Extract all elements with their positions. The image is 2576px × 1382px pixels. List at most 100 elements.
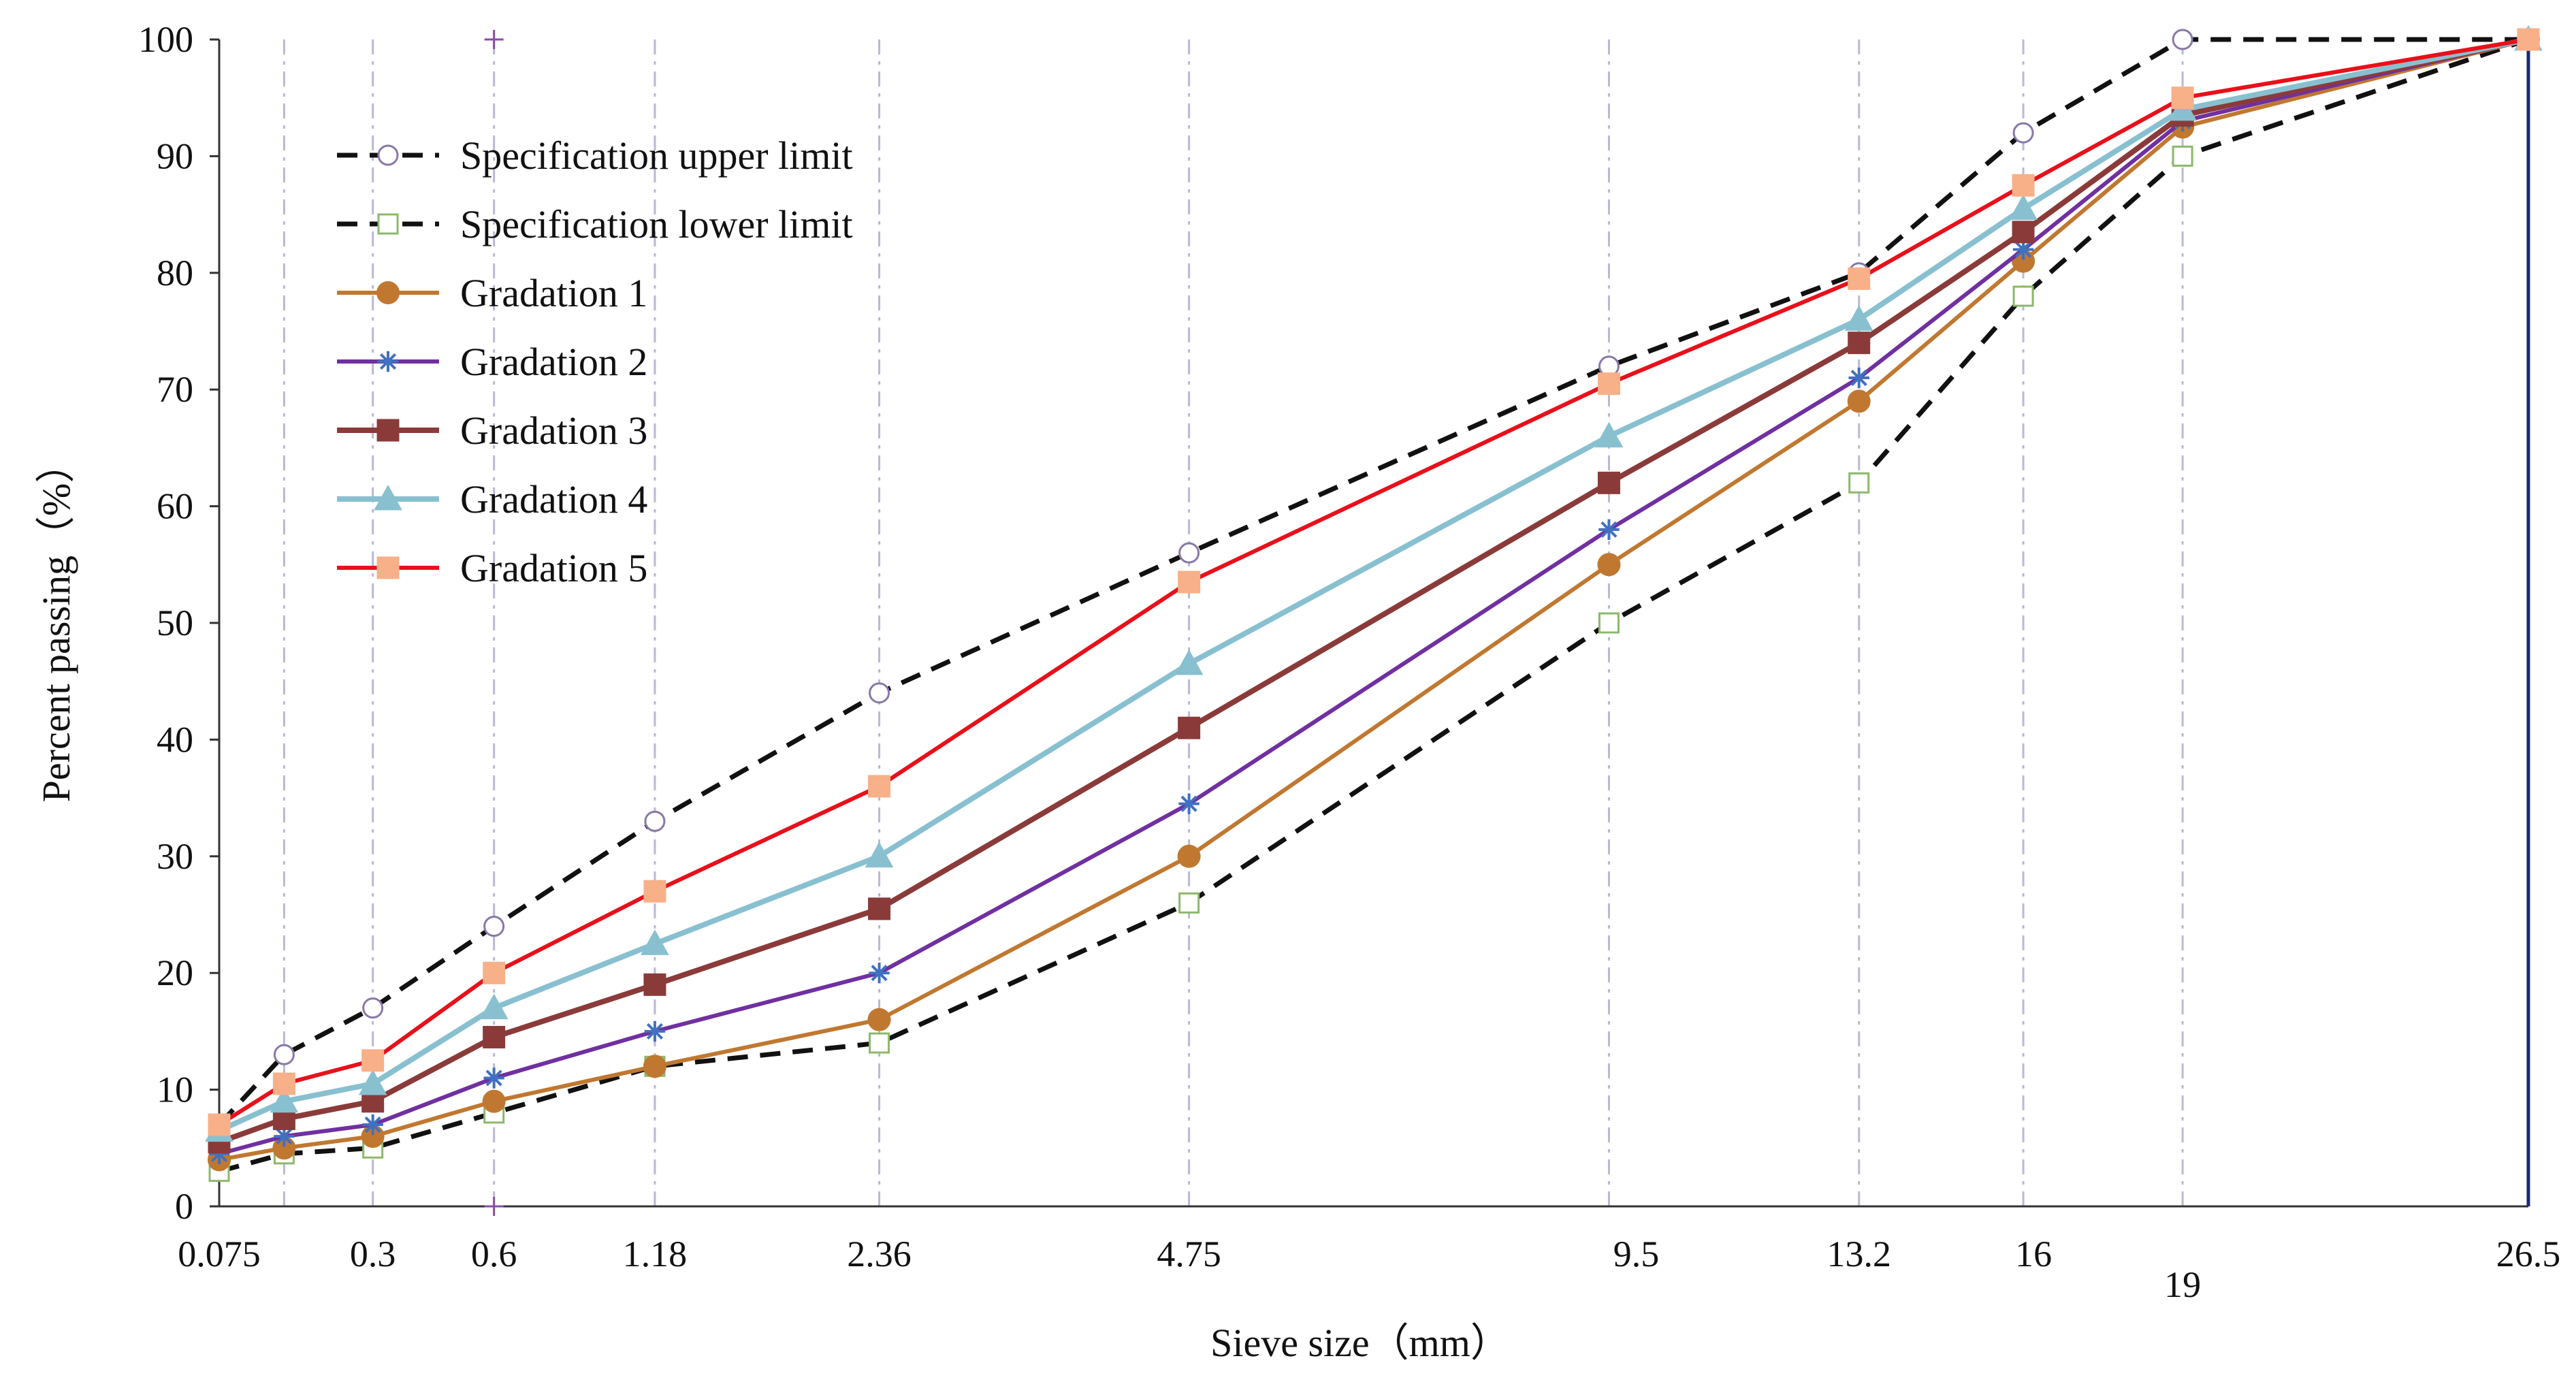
y-tick-label: 70 (157, 369, 193, 410)
data-point (1178, 716, 1201, 739)
data-point (2517, 28, 2540, 51)
legend-label: Specification upper limit (460, 133, 853, 178)
legend-label: Gradation 3 (460, 408, 647, 453)
y-tick-label: 80 (157, 253, 193, 293)
data-point (482, 1089, 506, 1113)
series-line (218, 37, 2529, 1145)
data-point (1844, 305, 1873, 331)
x-tick-label: 13.2 (1826, 1234, 1891, 1274)
y-tick-label: 0 (175, 1186, 193, 1227)
x-tick-label: 4.75 (1157, 1234, 1221, 1274)
data-point (479, 993, 509, 1020)
data-point (361, 1049, 385, 1072)
legend-swatch-marker (376, 281, 400, 304)
data-point (865, 841, 894, 868)
series-gradation-1 (208, 28, 2540, 1172)
legend-item: Specification upper limit (337, 133, 853, 178)
legend-swatch-marker (376, 419, 400, 442)
data-point (1848, 267, 1871, 290)
data-point (867, 1008, 891, 1031)
y-tick-label: 40 (157, 719, 193, 760)
data-point (2012, 285, 2034, 307)
data-point (483, 961, 506, 984)
series-line (219, 37, 2530, 1174)
data-point (1848, 367, 1869, 389)
y-axis-title: Percent passing（%） (34, 444, 78, 803)
data-point (1847, 389, 1871, 413)
series-gradation-2 (208, 29, 2539, 1165)
data-point (2012, 174, 2035, 197)
data-point (2172, 29, 2193, 50)
data-point (483, 916, 505, 937)
x-tick-label: 0.075 (178, 1234, 261, 1274)
series-line (218, 37, 2529, 1127)
data-point (869, 682, 890, 704)
data-point (270, 1087, 299, 1113)
legend-item: Gradation 1 (337, 271, 647, 315)
data-point (1597, 471, 1620, 494)
data-point (643, 880, 666, 903)
data-point (644, 1021, 666, 1042)
y-tick-label: 60 (157, 486, 193, 527)
x-tick-label: 16 (2015, 1234, 2052, 1274)
legend-label: Specification lower limit (460, 202, 853, 246)
y-tick-label: 20 (157, 952, 193, 993)
x-tick-label: 0.6 (471, 1234, 517, 1274)
data-point (869, 963, 890, 984)
legend-swatch-marker (377, 213, 399, 235)
data-point (644, 810, 666, 832)
legend-item: Specification lower limit (337, 202, 853, 246)
y-tick-label: 90 (157, 135, 193, 176)
legend-swatch-marker (377, 144, 399, 166)
series-line (218, 37, 2529, 1134)
legend-swatch-marker (376, 556, 400, 579)
legend-label: Gradation 1 (460, 271, 647, 315)
x-tick-label: 19 (2164, 1264, 2201, 1305)
data-point (868, 897, 891, 920)
data-point (483, 1025, 506, 1048)
data-point (272, 1072, 295, 1095)
y-tick-label: 100 (138, 19, 193, 60)
data-point (273, 1044, 295, 1065)
axes-layer: 0 10 20 30 40 50 60 70 80 90 100 0.075 0.3 0.6 1.18 2.3… (138, 19, 2560, 1305)
data-point (1598, 519, 1620, 541)
x-tick-label: 1.18 (623, 1234, 688, 1274)
x-tick-label: 0.3 (350, 1234, 396, 1274)
data-point (1178, 793, 1200, 814)
legend-label: Gradation 4 (460, 477, 647, 521)
data-point (2172, 145, 2193, 167)
y-tick-label: 50 (157, 602, 193, 643)
data-point (1178, 571, 1201, 594)
legend-item: Gradation 2 (337, 340, 647, 384)
data-point (2012, 221, 2035, 244)
data-point (274, 1125, 295, 1147)
data-point (1178, 892, 1200, 914)
legend-label: Gradation 5 (460, 546, 647, 590)
data-point (869, 1032, 890, 1054)
data-point (208, 1113, 231, 1136)
data-point (643, 973, 666, 996)
data-point (1174, 649, 1204, 675)
data-point (2171, 86, 2194, 110)
y-tick-label: 30 (157, 836, 193, 877)
data-point (362, 1114, 383, 1136)
grid-layer (218, 39, 2184, 1206)
data-point (868, 775, 891, 798)
series-layer (205, 25, 2543, 1183)
x-tick-label: 2.36 (847, 1234, 912, 1274)
data-point (1177, 844, 1201, 868)
data-point (1597, 372, 1620, 396)
data-point (362, 997, 384, 1019)
x-axis-title: Sieve size（mm） (1210, 1321, 1510, 1365)
series-line (219, 37, 2529, 1162)
data-point (641, 929, 669, 955)
x-tick-label: 26.5 (2496, 1234, 2561, 1274)
x-tick-label: 9.5 (1613, 1234, 1660, 1274)
data-point (1597, 553, 1621, 577)
data-point (1594, 421, 1624, 448)
legend-swatch-marker (377, 351, 399, 372)
data-point (1848, 332, 1871, 355)
data-point (358, 1070, 387, 1095)
data-point (1598, 612, 1620, 634)
